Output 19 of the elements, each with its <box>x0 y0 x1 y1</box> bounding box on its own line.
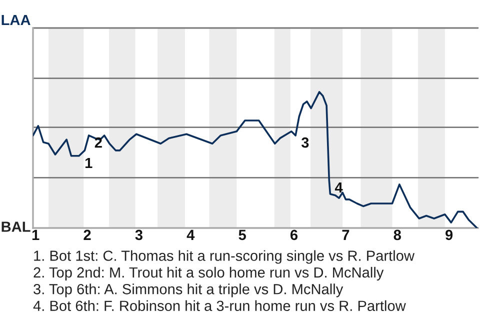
x-tick-label: 3 <box>135 230 142 240</box>
x-tick-label: 7 <box>342 230 350 240</box>
x-tick-label: 5 <box>238 230 246 240</box>
x-tick-label: 8 <box>394 230 401 240</box>
x-tick-label: 9 <box>446 230 453 240</box>
text: 3. Top 6th: A. Simmons hit a triple vs D. McNally <box>34 284 344 298</box>
annotation: 4 <box>334 182 343 192</box>
text: 1. Bot 1st: C. Thomas hit a run-scoring single vs R. Partlow <box>34 250 415 264</box>
text: BAL <box>2 222 30 232</box>
text: LAA <box>2 14 30 25</box>
x-tick-label: 1 <box>32 230 40 240</box>
text: 2. Top 2nd: M. Trout hit a solo home run vs D. McNally <box>34 266 384 280</box>
annotation: 1 <box>85 158 92 168</box>
x-tick-label: 4 <box>186 230 195 240</box>
text: 4. Bot 6th: F. Robinson hit a 3-run home run vs R. Partlow <box>33 300 406 312</box>
x-tick-label: 2 <box>84 230 91 240</box>
x-tick-label: 6 <box>290 230 298 240</box>
annotation: 2 <box>94 137 102 148</box>
annotation: 3 <box>301 137 309 148</box>
